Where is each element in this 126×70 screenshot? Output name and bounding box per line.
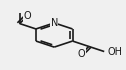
- Text: OH: OH: [108, 47, 123, 57]
- Text: O: O: [77, 49, 85, 59]
- Text: N: N: [51, 18, 58, 28]
- Text: O: O: [23, 11, 31, 21]
